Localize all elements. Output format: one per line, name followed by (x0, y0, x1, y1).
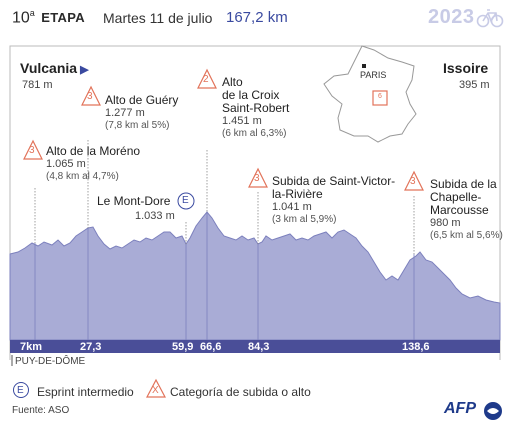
km-mark: 27,3 (80, 341, 101, 353)
km-mark: 66,6 (200, 341, 221, 353)
climb-croix: Alto de la Croix Saint-Robert 1.451 m (6… (222, 76, 289, 140)
map-marker-label: 6 (378, 93, 382, 100)
climb-legend-symbol: X (152, 385, 159, 396)
climb-info: (6,5 km al 5,6%) (430, 230, 503, 242)
start-city: Vulcania ▶ (20, 60, 89, 76)
km-mark: 138,6 (402, 341, 430, 353)
climb-name: Alto de Guéry (105, 94, 178, 107)
climb-cat-croix: 2 (203, 74, 209, 85)
paris-label: PARIS (360, 70, 386, 80)
climb-cat-chapelle: 3 (410, 176, 416, 187)
climb-info: (6 km al 6,3%) (222, 128, 289, 140)
climb-cat-stvictor: 3 (254, 173, 260, 184)
climb-cat-guery: 3 (87, 91, 93, 102)
climb-legend-label: Categoría de subida o alto (170, 385, 311, 399)
climb-name: Marcousse (430, 204, 503, 217)
sprint-name: Le Mont-Dore (97, 195, 170, 208)
elevation-profile (10, 212, 500, 340)
sprint-legend-letter: E (17, 385, 24, 396)
afp-logo: AFP (444, 400, 476, 418)
climb-altitude: 1.277 m (105, 107, 178, 120)
paris-marker (362, 64, 366, 68)
climb-name: Saint-Robert (222, 102, 289, 115)
start-altitude: 781 m (22, 79, 53, 91)
finish-altitude: 395 m (459, 79, 490, 91)
sprint-legend-label: Esprint intermedio (37, 385, 134, 399)
france-map (318, 40, 426, 146)
km-mark: 84,3 (248, 341, 269, 353)
source-label: Fuente: ASO (12, 405, 69, 416)
climb-name: la-Rivière (272, 188, 395, 201)
sprint-altitude: 1.033 m (135, 210, 175, 223)
afp-logo-icon (482, 401, 504, 421)
climb-cat-moreno: 3 (29, 145, 35, 156)
climb-altitude: 1.451 m (222, 115, 289, 128)
finish-city: Issoire (443, 60, 488, 76)
climb-altitude: 1.041 m (272, 201, 395, 214)
climb-chapelle: Subida de la Chapelle- Marcousse 980 m (… (430, 178, 503, 242)
climb-guery: Alto de Guéry 1.277 m (7,8 km al 5%) (105, 94, 178, 132)
climb-stvictor: Subida de Saint-Victor- la-Rivière 1.041… (272, 175, 395, 226)
climb-moreno: Alto de la Moréno 1.065 m (4,8 km al 4,7… (46, 145, 140, 183)
km-mark: 7km (20, 341, 42, 353)
region-label: PUY-DE-DÔME (15, 356, 85, 367)
climb-altitude: 980 m (430, 217, 503, 230)
climb-info: (4,8 km al 4,7%) (46, 171, 140, 183)
climb-altitude: 1.065 m (46, 158, 140, 171)
climb-name: Alto de la Moréno (46, 145, 140, 158)
km-mark: 59,9 (172, 341, 193, 353)
climb-info: (7,8 km al 5%) (105, 120, 178, 132)
climb-info: (3 km al 5,9%) (272, 214, 395, 226)
sprint-letter: E (182, 195, 189, 206)
